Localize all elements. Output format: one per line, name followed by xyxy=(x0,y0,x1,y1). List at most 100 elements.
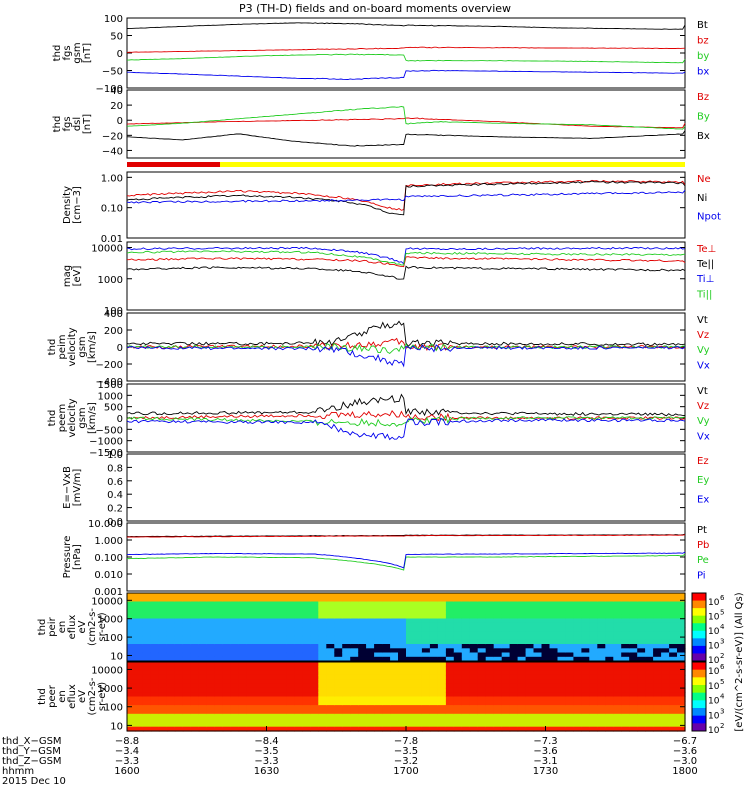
spectrogram-cell xyxy=(366,726,375,732)
spectrogram-cell xyxy=(382,605,391,611)
xaxis-value-0-3: −7.3 xyxy=(533,736,557,747)
spectrogram-cell xyxy=(549,648,559,654)
spectrogram-cell xyxy=(493,726,503,732)
spectrogram-cell xyxy=(557,605,567,611)
spectrogram-cell xyxy=(453,722,463,728)
spectrogram-cell xyxy=(142,662,152,667)
panel-frame-efield xyxy=(126,453,686,522)
spectrogram-cell xyxy=(358,679,367,685)
spectrogram-cell xyxy=(541,718,551,723)
spectrogram-cell xyxy=(581,601,590,607)
spectrogram-cell xyxy=(581,644,590,649)
series-line-temp-1 xyxy=(126,265,686,280)
spectrogram-cell xyxy=(453,627,463,632)
spectrogram-cell xyxy=(230,705,240,710)
spectrogram-cell xyxy=(541,692,551,698)
spectrogram-cell xyxy=(509,631,519,637)
spectrogram-cell xyxy=(182,713,192,719)
colorbar-exp-0-0: 6 xyxy=(720,594,725,602)
spectrogram-cell xyxy=(637,648,646,654)
spectrogram-cell xyxy=(390,670,399,676)
spectrogram-cell xyxy=(366,709,375,715)
spectrogram-cell xyxy=(414,662,423,667)
spectrogram-cell xyxy=(445,718,455,723)
spectrogram-cell xyxy=(661,670,670,676)
spectrogram-cell xyxy=(525,726,535,732)
spectrogram-cell xyxy=(166,597,176,603)
spectrogram-cell xyxy=(501,610,511,615)
spectrogram-cell xyxy=(645,635,654,641)
spectrogram-cell xyxy=(127,726,136,732)
spectrogram-cell xyxy=(541,670,551,676)
spectrogram-cell xyxy=(294,687,303,693)
spectrogram-cell xyxy=(135,601,144,607)
spectrogram-cell xyxy=(629,662,638,667)
spectrogram-cell xyxy=(230,635,240,641)
spectrogram-cell xyxy=(581,610,590,615)
spectrogram-cell xyxy=(437,618,447,624)
legend-fgs_gsm-3: bx xyxy=(697,67,709,78)
spectrogram-cell xyxy=(677,622,686,628)
spectrogram-cell xyxy=(629,622,638,628)
spectrogram-cell xyxy=(270,639,280,645)
spectrogram-cell xyxy=(517,679,527,685)
spectrogram-cell xyxy=(334,666,343,672)
spectrogram-cell xyxy=(230,679,240,685)
spectrogram-cell xyxy=(437,610,447,615)
spectrogram-cell xyxy=(174,644,184,649)
spectrogram-cell xyxy=(198,644,208,649)
spectrogram-cell xyxy=(286,709,295,715)
spectrogram-cell xyxy=(318,614,327,620)
spectrogram-cell xyxy=(150,683,160,689)
spectrogram-cell xyxy=(190,597,200,603)
spectrogram-cell xyxy=(421,726,431,732)
spectrogram-cell xyxy=(581,648,590,654)
spectrogram-cell xyxy=(382,687,391,693)
spectrogram-cell xyxy=(198,639,208,645)
spectrogram-cell xyxy=(174,713,184,719)
spectrogram-cell xyxy=(565,674,574,680)
spectrogram-cell xyxy=(669,696,678,702)
spectrogram-cell xyxy=(318,709,327,715)
spectrogram-cell xyxy=(127,713,136,719)
ytick-label-efield-3: 0.4 xyxy=(107,490,123,501)
spectrogram-cell xyxy=(150,648,160,654)
spectrogram-cell xyxy=(437,605,447,611)
spectrogram-cell xyxy=(477,597,487,603)
spectrogram-cell xyxy=(469,666,479,672)
spectrogram-cell xyxy=(286,666,295,672)
spectrogram-cell xyxy=(230,683,240,689)
ylabel-peir-3: eflux xyxy=(67,615,78,640)
spectrogram-cell xyxy=(127,679,136,685)
ytick-label-fgs_gsm-4: −100 xyxy=(96,84,123,95)
spectrogram-cell xyxy=(661,679,670,685)
ylabel-peer-5: (cm2-s- xyxy=(87,677,98,715)
ylabel-pressure-1: [nPa] xyxy=(72,544,83,570)
spectrogram-cell xyxy=(135,644,144,649)
spectrogram-cell xyxy=(541,601,551,607)
spectrogram-cell xyxy=(437,639,447,645)
spectrogram-cell xyxy=(166,631,176,637)
spectrogram-cell xyxy=(374,692,383,698)
spectrogram-cell xyxy=(358,696,367,702)
spectrogram-cell xyxy=(613,618,622,624)
spectrogram-cell xyxy=(414,631,423,637)
spectrogram-cell xyxy=(390,709,399,715)
spectrogram-cell xyxy=(414,652,423,658)
spectrogram-cell xyxy=(525,614,535,620)
spectrogram-cell xyxy=(533,709,543,715)
spectrogram-cell xyxy=(214,670,224,676)
spectrogram-cell xyxy=(238,652,248,658)
ylabel-peim-1: peim xyxy=(57,334,68,359)
spectrogram-cell xyxy=(358,722,367,728)
spectrogram-cell xyxy=(182,722,192,728)
spectrogram-cell xyxy=(158,610,168,615)
spectrogram-cell xyxy=(629,722,638,728)
spectrogram-cell xyxy=(302,610,311,615)
ytick-label-efield-5: 0.0 xyxy=(107,517,123,528)
spectrogram-cell xyxy=(573,644,582,649)
spectrogram-cell xyxy=(637,700,646,706)
spectrogram-cell xyxy=(437,635,447,641)
spectrogram-cell xyxy=(214,618,224,624)
spectrogram-cell xyxy=(557,709,567,715)
